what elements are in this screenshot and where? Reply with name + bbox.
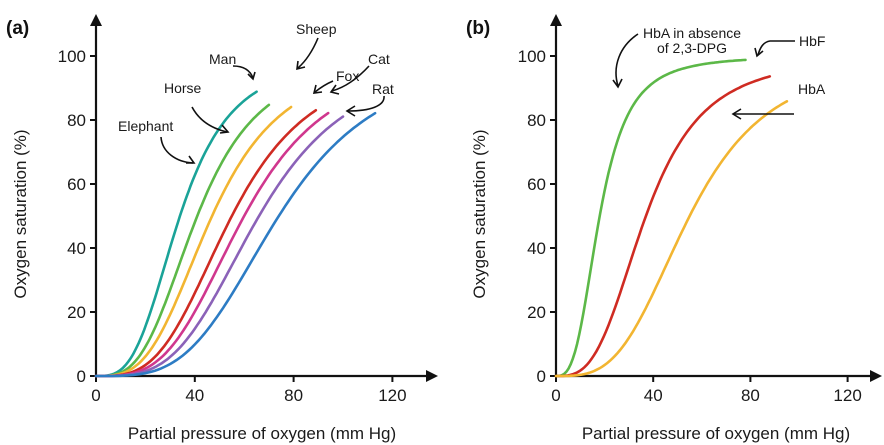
panel-b-axes: 0 40 80 120 0 20 40 60 80 100 bbox=[518, 14, 882, 405]
legend-hbf: HbF bbox=[799, 33, 825, 49]
elephant-arrowhead bbox=[186, 155, 196, 164]
rat-arrow bbox=[347, 95, 385, 112]
panel-a-curves bbox=[94, 90, 377, 378]
legend-hba: HbA bbox=[798, 81, 826, 97]
fox-arrow bbox=[314, 80, 334, 93]
curve-rat bbox=[94, 111, 377, 378]
legend-rat: Rat bbox=[372, 81, 394, 97]
panel-b-annotations: HbA in absence of 2,3-DPG HbF HbA bbox=[612, 25, 826, 120]
legend-horse: Horse bbox=[164, 80, 202, 96]
legend-sheep: Sheep bbox=[296, 21, 337, 37]
b-x-tick-label: 0 bbox=[551, 386, 560, 405]
sheep-arrow bbox=[297, 37, 319, 69]
a-y-tick-label: 40 bbox=[67, 239, 86, 258]
cat-arrowhead bbox=[329, 84, 340, 95]
panel-a-y-axis-label: Oxygen saturation (%) bbox=[11, 129, 30, 298]
hbf-arrow bbox=[757, 40, 795, 56]
hba-no-dpg-arrow bbox=[615, 33, 639, 87]
panel-b-curves bbox=[554, 58, 789, 378]
b-x-tick-label: 80 bbox=[741, 386, 760, 405]
b-x-axis-arrow bbox=[870, 370, 882, 382]
legend-elephant: Elephant bbox=[118, 118, 173, 134]
b-y-tick-label: 100 bbox=[518, 47, 546, 66]
panel-a-x-axis-label: Partial pressure of oxygen (mm Hg) bbox=[128, 424, 396, 443]
elephant-arrow bbox=[160, 136, 194, 164]
a-x-tick-label: 80 bbox=[284, 386, 303, 405]
fox-arrowhead bbox=[312, 84, 323, 94]
legend-hba-no-dpg-line1: HbA in absence bbox=[643, 25, 741, 41]
a-y-tick-label: 0 bbox=[77, 367, 86, 386]
a-x-axis-arrow bbox=[426, 370, 438, 382]
a-y-tick-label: 80 bbox=[67, 111, 86, 130]
man-arrow bbox=[232, 65, 254, 79]
panel-b: (b) Oxygen saturation (%) Partial pressu… bbox=[466, 14, 882, 443]
horse-arrowhead bbox=[219, 124, 230, 134]
b-x-tick-label: 120 bbox=[833, 386, 861, 405]
curve-cat bbox=[94, 115, 345, 378]
curve-elephant bbox=[94, 90, 258, 378]
a-y-tick-label: 100 bbox=[58, 47, 86, 66]
legend-fox: Fox bbox=[336, 68, 359, 84]
curve-hba-in-absence-of-2-3-dpg bbox=[554, 58, 747, 378]
curve-sheep bbox=[94, 109, 318, 378]
b-y-axis-arrow bbox=[550, 14, 562, 26]
panel-a-axes: 0 40 80 120 0 20 40 60 80 100 bbox=[58, 14, 438, 405]
hba-arrowhead bbox=[731, 108, 742, 120]
a-x-tick-label: 40 bbox=[185, 386, 204, 405]
legend-hba-no-dpg-line2: of 2,3-DPG bbox=[657, 40, 727, 56]
sheep-arrowhead bbox=[296, 60, 306, 71]
curve-hbf bbox=[554, 75, 772, 378]
panel-a-label: (a) bbox=[6, 18, 29, 39]
hba-no-dpg-arrowhead bbox=[612, 78, 623, 89]
a-x-tick-label: 0 bbox=[91, 386, 100, 405]
panel-a-annotations: Elephant Horse Man Sheep Fox Cat Rat bbox=[118, 21, 394, 164]
rat-arrowhead bbox=[345, 105, 356, 117]
b-x-tick-label: 40 bbox=[644, 386, 663, 405]
a-y-tick-label: 20 bbox=[67, 303, 86, 322]
panel-b-y-axis-label: Oxygen saturation (%) bbox=[470, 129, 489, 298]
a-x-tick-label: 120 bbox=[378, 386, 406, 405]
b-y-tick-label: 80 bbox=[527, 111, 546, 130]
man-arrowhead bbox=[247, 71, 256, 81]
panel-b-label: (b) bbox=[466, 18, 490, 39]
curve-horse bbox=[94, 103, 271, 378]
cat-arrow bbox=[331, 65, 370, 92]
legend-man: Man bbox=[209, 51, 236, 67]
b-y-tick-label: 0 bbox=[537, 367, 546, 386]
curve-hba bbox=[554, 100, 789, 378]
b-y-tick-label: 20 bbox=[527, 303, 546, 322]
a-y-axis-arrow bbox=[90, 14, 102, 26]
a-y-tick-label: 60 bbox=[67, 175, 86, 194]
hbf-arrowhead bbox=[754, 47, 764, 58]
curve-man bbox=[94, 105, 293, 378]
b-y-tick-label: 60 bbox=[527, 175, 546, 194]
horse-arrow bbox=[191, 106, 228, 133]
panel-a: (a) Oxygen saturation (%) Partial pressu… bbox=[6, 14, 438, 443]
legend-cat: Cat bbox=[368, 51, 390, 67]
b-y-tick-label: 40 bbox=[527, 239, 546, 258]
panel-b-x-axis-label: Partial pressure of oxygen (mm Hg) bbox=[582, 424, 850, 443]
curve-fox bbox=[94, 111, 330, 378]
